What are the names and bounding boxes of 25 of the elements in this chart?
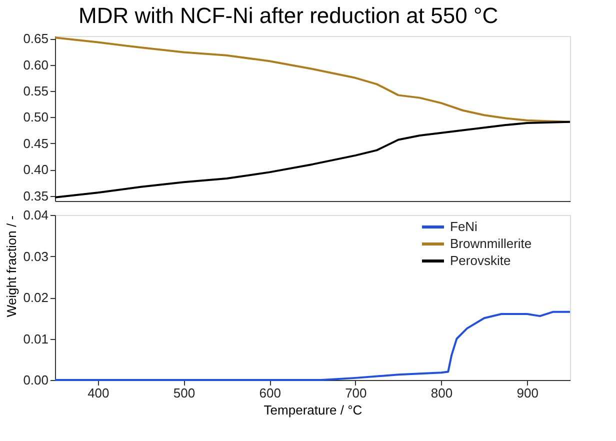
y-tick-label: 0.03 xyxy=(23,248,48,264)
y-tick-label: 0.35 xyxy=(23,188,48,204)
y-tick-label: 0.60 xyxy=(23,57,48,72)
legend-label: Perovskite xyxy=(450,253,511,268)
y-tick-label: 0.50 xyxy=(23,110,48,125)
x-tick-label: 600 xyxy=(259,386,281,400)
y-tick-label: 0.02 xyxy=(23,290,48,305)
y-tick-label: 0.55 xyxy=(23,84,48,98)
y-tick-label: 0.45 xyxy=(23,136,48,151)
y-tick-label: 0.04 xyxy=(23,208,48,222)
line-series xyxy=(54,120,571,198)
chart-title: MDR with NCF-Ni after reduction at 550 °C xyxy=(78,3,498,28)
y-tick-label: 0.00 xyxy=(23,372,48,388)
y-tick-label: 0.40 xyxy=(23,162,48,178)
x-tick-label: 900 xyxy=(516,386,538,400)
legend-label: FeNi xyxy=(450,219,478,234)
x-tick-label: 500 xyxy=(173,386,196,400)
y-axis-title: Weight fraction / - xyxy=(4,216,20,318)
x-tick-label: 400 xyxy=(88,386,110,400)
x-tick-label: 800 xyxy=(430,386,453,400)
y-tick-label: 0.65 xyxy=(23,31,48,46)
y-tick-label: 0.01 xyxy=(23,331,48,346)
legend-label: Brownmillerite xyxy=(450,236,532,251)
x-tick-label: 700 xyxy=(345,386,367,400)
x-axis-title: Temperature / °C xyxy=(264,402,362,418)
